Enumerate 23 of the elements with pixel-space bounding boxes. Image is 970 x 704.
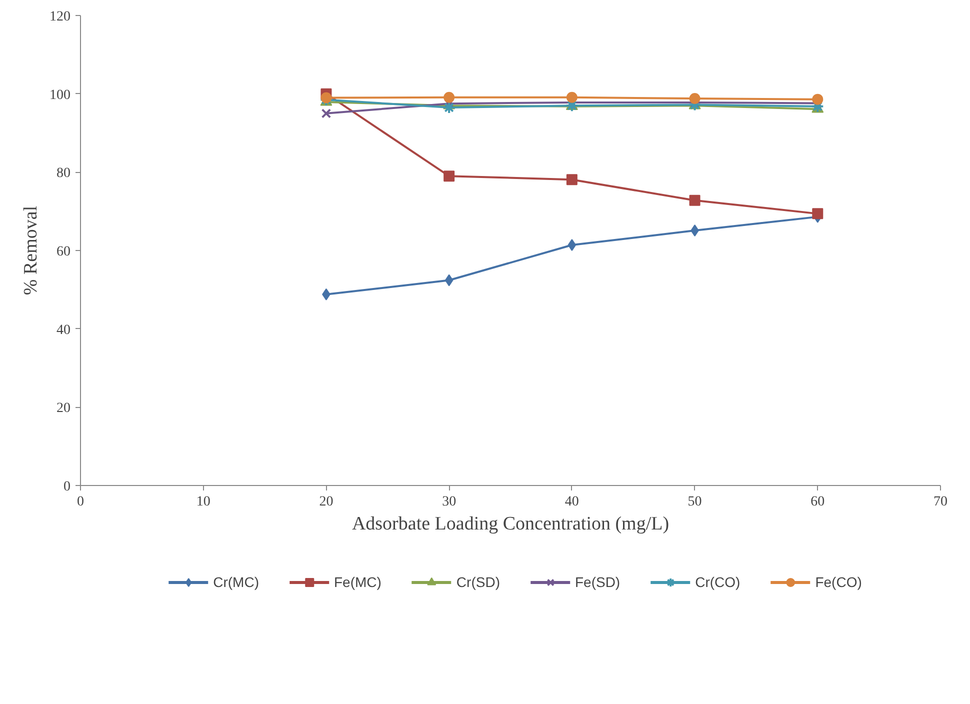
legend-label: Cr(MC) — [213, 574, 259, 590]
x-tick-label: 70 — [934, 494, 948, 510]
y-tick-label: 80 — [56, 166, 70, 182]
x-tick-label: 10 — [196, 494, 210, 510]
y-tick-label: 100 — [50, 88, 70, 103]
y-tick-label: 60 — [56, 244, 70, 260]
y-tick-label: 120 — [50, 10, 70, 24]
x-tick-label: 30 — [442, 494, 456, 510]
legend-label: Cr(SD) — [456, 574, 500, 590]
y-tick-label: 20 — [56, 401, 70, 416]
x-tick-label: 50 — [688, 494, 702, 510]
y-tick-label: 40 — [56, 322, 70, 338]
legend-label: Cr(CO) — [695, 574, 740, 590]
legend-label: Fe(CO) — [815, 574, 862, 590]
legend-label: Fe(SD) — [574, 574, 620, 590]
x-tick-label: 60 — [810, 494, 825, 510]
x-tick-label: 0 — [77, 494, 84, 510]
y-tick-label: 0 — [64, 480, 70, 494]
x-tick-label: 20 — [319, 494, 334, 510]
y-axis-title: % Removal — [20, 206, 42, 296]
x-axis-title: Adsorbate Loading Concentration (mg/L) — [352, 514, 670, 534]
x-tick-label: 40 — [564, 494, 579, 510]
legend-label: Fe(MC) — [334, 574, 382, 590]
